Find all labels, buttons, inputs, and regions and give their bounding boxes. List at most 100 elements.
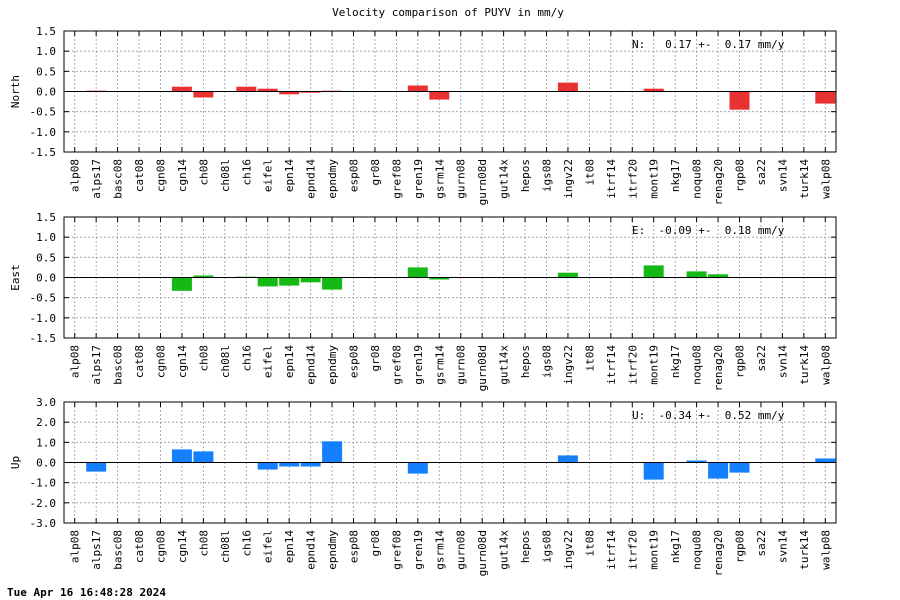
north-ytick-label: 0.0 xyxy=(36,86,56,99)
north-xtick-label: gut14x xyxy=(498,159,511,199)
up-xtick-label: svn14 xyxy=(776,530,789,563)
north-bar-cgn14 xyxy=(171,86,192,92)
north-xtick-label: itrf14 xyxy=(605,159,618,199)
up-xtick-label: igs08 xyxy=(541,530,554,563)
east-ytick-label: 1.0 xyxy=(36,231,56,244)
up-panel: -3.0 -2.0 -1.0 0.0 1.0 2.0 3.0 alp08 alps17 basc0… xyxy=(9,396,837,576)
up-xtick-label: epn14 xyxy=(283,530,296,563)
east-xtick-label: turk14 xyxy=(798,345,811,385)
up-bar-alps17 xyxy=(86,462,107,472)
east-bar-noqu08 xyxy=(686,271,707,278)
east-ytick-label: 0.0 xyxy=(36,272,56,285)
up-xtick-label: mont19 xyxy=(648,530,661,570)
up-xtick-label: itrf14 xyxy=(605,530,618,570)
east-xtick-label: ch08 xyxy=(197,345,210,372)
up-xtick-label: gren19 xyxy=(412,530,425,570)
east-xtick-label: ch16 xyxy=(240,345,253,372)
north-xtick-label: cgn14 xyxy=(176,159,189,192)
up-bar-ingv22 xyxy=(557,455,578,463)
north-xtick-label: gref08 xyxy=(390,159,403,199)
up-xtick-label: epnd14 xyxy=(305,530,318,570)
east-xtick-label: mont19 xyxy=(648,345,661,385)
up-bar-epndmy xyxy=(322,441,343,463)
up-ytick-label: 1.0 xyxy=(36,436,56,449)
north-xtick-label: gurn08d xyxy=(476,159,489,205)
north-bar-walp08 xyxy=(815,91,836,104)
east-bar-mont19 xyxy=(643,265,664,278)
east-bar-eifel xyxy=(257,277,278,287)
north-xtick-label: cat08 xyxy=(133,159,146,192)
east-ytick-label: -1.0 xyxy=(30,312,57,325)
east-xtick-label: ch08l xyxy=(219,345,232,378)
east-xtick-label: gut14x xyxy=(498,345,511,385)
north-bar-ch16 xyxy=(236,86,257,92)
east-plot-frame xyxy=(63,216,837,339)
north-xtick-label: svn14 xyxy=(776,159,789,192)
up-xtick-label: hepos xyxy=(519,530,532,563)
east-xtick-label: it08 xyxy=(583,345,596,372)
north-xtick-label: walp08 xyxy=(819,159,832,199)
north-ytick-label: 1.0 xyxy=(36,45,56,58)
north-ytick-label: -1.0 xyxy=(30,126,57,139)
east-xtick-label: gurn08 xyxy=(455,345,468,385)
north-bar-gsrm14 xyxy=(429,91,450,100)
up-xtick-label: cgn14 xyxy=(176,530,189,563)
east-xtick-label: rgp08 xyxy=(734,345,747,378)
north-xtick-label: gurn08 xyxy=(455,159,468,199)
up-bar-epn14 xyxy=(279,462,300,467)
north-xtick-label: epnd14 xyxy=(305,159,318,199)
east-xtick-label: itrf20 xyxy=(626,345,639,385)
north-ytick-label: -1.5 xyxy=(30,146,57,159)
north-ytick-label: 0.5 xyxy=(36,65,56,78)
figure-title: Velocity comparison of PUYV in mm/y xyxy=(332,6,564,19)
north-bar-gren19 xyxy=(407,85,428,92)
east-xtick-label: epndmy xyxy=(326,345,339,385)
up-ytick-label: -3.0 xyxy=(30,517,57,530)
north-xtick-label: itrf20 xyxy=(626,159,639,199)
east-xtick-label: alps17 xyxy=(90,345,103,385)
north-xtick-label: ch08 xyxy=(197,159,210,186)
up-bar-eifel xyxy=(257,462,278,470)
east-xtick-label: gr08 xyxy=(369,345,382,372)
timestamp: Tue Apr 16 16:48:28 2024 xyxy=(7,586,166,599)
up-xtick-label: gurn08d xyxy=(476,530,489,576)
east-xtick-label: eifel xyxy=(262,345,275,378)
up-xtick-label: rgp08 xyxy=(734,530,747,563)
up-xtick-label: epndmy xyxy=(326,530,339,570)
east-xtick-label: basc08 xyxy=(112,345,125,385)
east-bar-cgn14 xyxy=(171,277,192,291)
east-xtick-label: cgn14 xyxy=(176,345,189,378)
up-xtick-label: renag20 xyxy=(712,530,725,576)
north-xtick-label: alps17 xyxy=(90,159,103,199)
up-xtick-label: gsrm14 xyxy=(433,530,446,570)
north-xtick-label: turk14 xyxy=(798,159,811,199)
east-xtick-label: walp08 xyxy=(819,345,832,385)
up-bar-epnd14 xyxy=(300,462,321,467)
north-xtick-label: igs08 xyxy=(541,159,554,192)
up-xtick-label: alps17 xyxy=(90,530,103,570)
north-xtick-label: ch08l xyxy=(219,159,232,192)
up-ylabel: Up xyxy=(9,456,22,469)
north-xtick-label: basc08 xyxy=(112,159,125,199)
north-xtick-label: cgn08 xyxy=(155,159,168,192)
up-ytick-label: -1.0 xyxy=(30,477,57,490)
east-bar-ch08 xyxy=(193,275,214,278)
east-xtick-label: hepos xyxy=(519,345,532,378)
east-xtick-label: epnd14 xyxy=(305,345,318,385)
up-xtick-label: ch16 xyxy=(240,530,253,557)
up-xtick-label: walp08 xyxy=(819,530,832,570)
up-bar-rgp08 xyxy=(729,462,750,473)
north-xtick-label: epndmy xyxy=(326,159,339,199)
up-xtick-label: ingv22 xyxy=(562,530,575,570)
up-ytick-label: -2.0 xyxy=(30,497,57,510)
north-bar-rgp08 xyxy=(729,91,750,110)
up-annotation: U: -0.34 +- 0.52 mm/y xyxy=(632,409,785,422)
chart-panels: -1.5 -1.0 -0.5 0.0 0.5 1.0 1.5 alp08 alps17 basc0… xyxy=(9,25,837,576)
north-xtick-label: eifel xyxy=(262,159,275,192)
north-xtick-label: gr08 xyxy=(369,159,382,186)
north-bar-ingv22 xyxy=(557,82,578,92)
north-xtick-label: esp08 xyxy=(348,159,361,192)
east-xtick-label: gurn08d xyxy=(476,345,489,391)
up-bar-mont19 xyxy=(643,462,664,480)
up-bar-walp08 xyxy=(815,458,836,463)
